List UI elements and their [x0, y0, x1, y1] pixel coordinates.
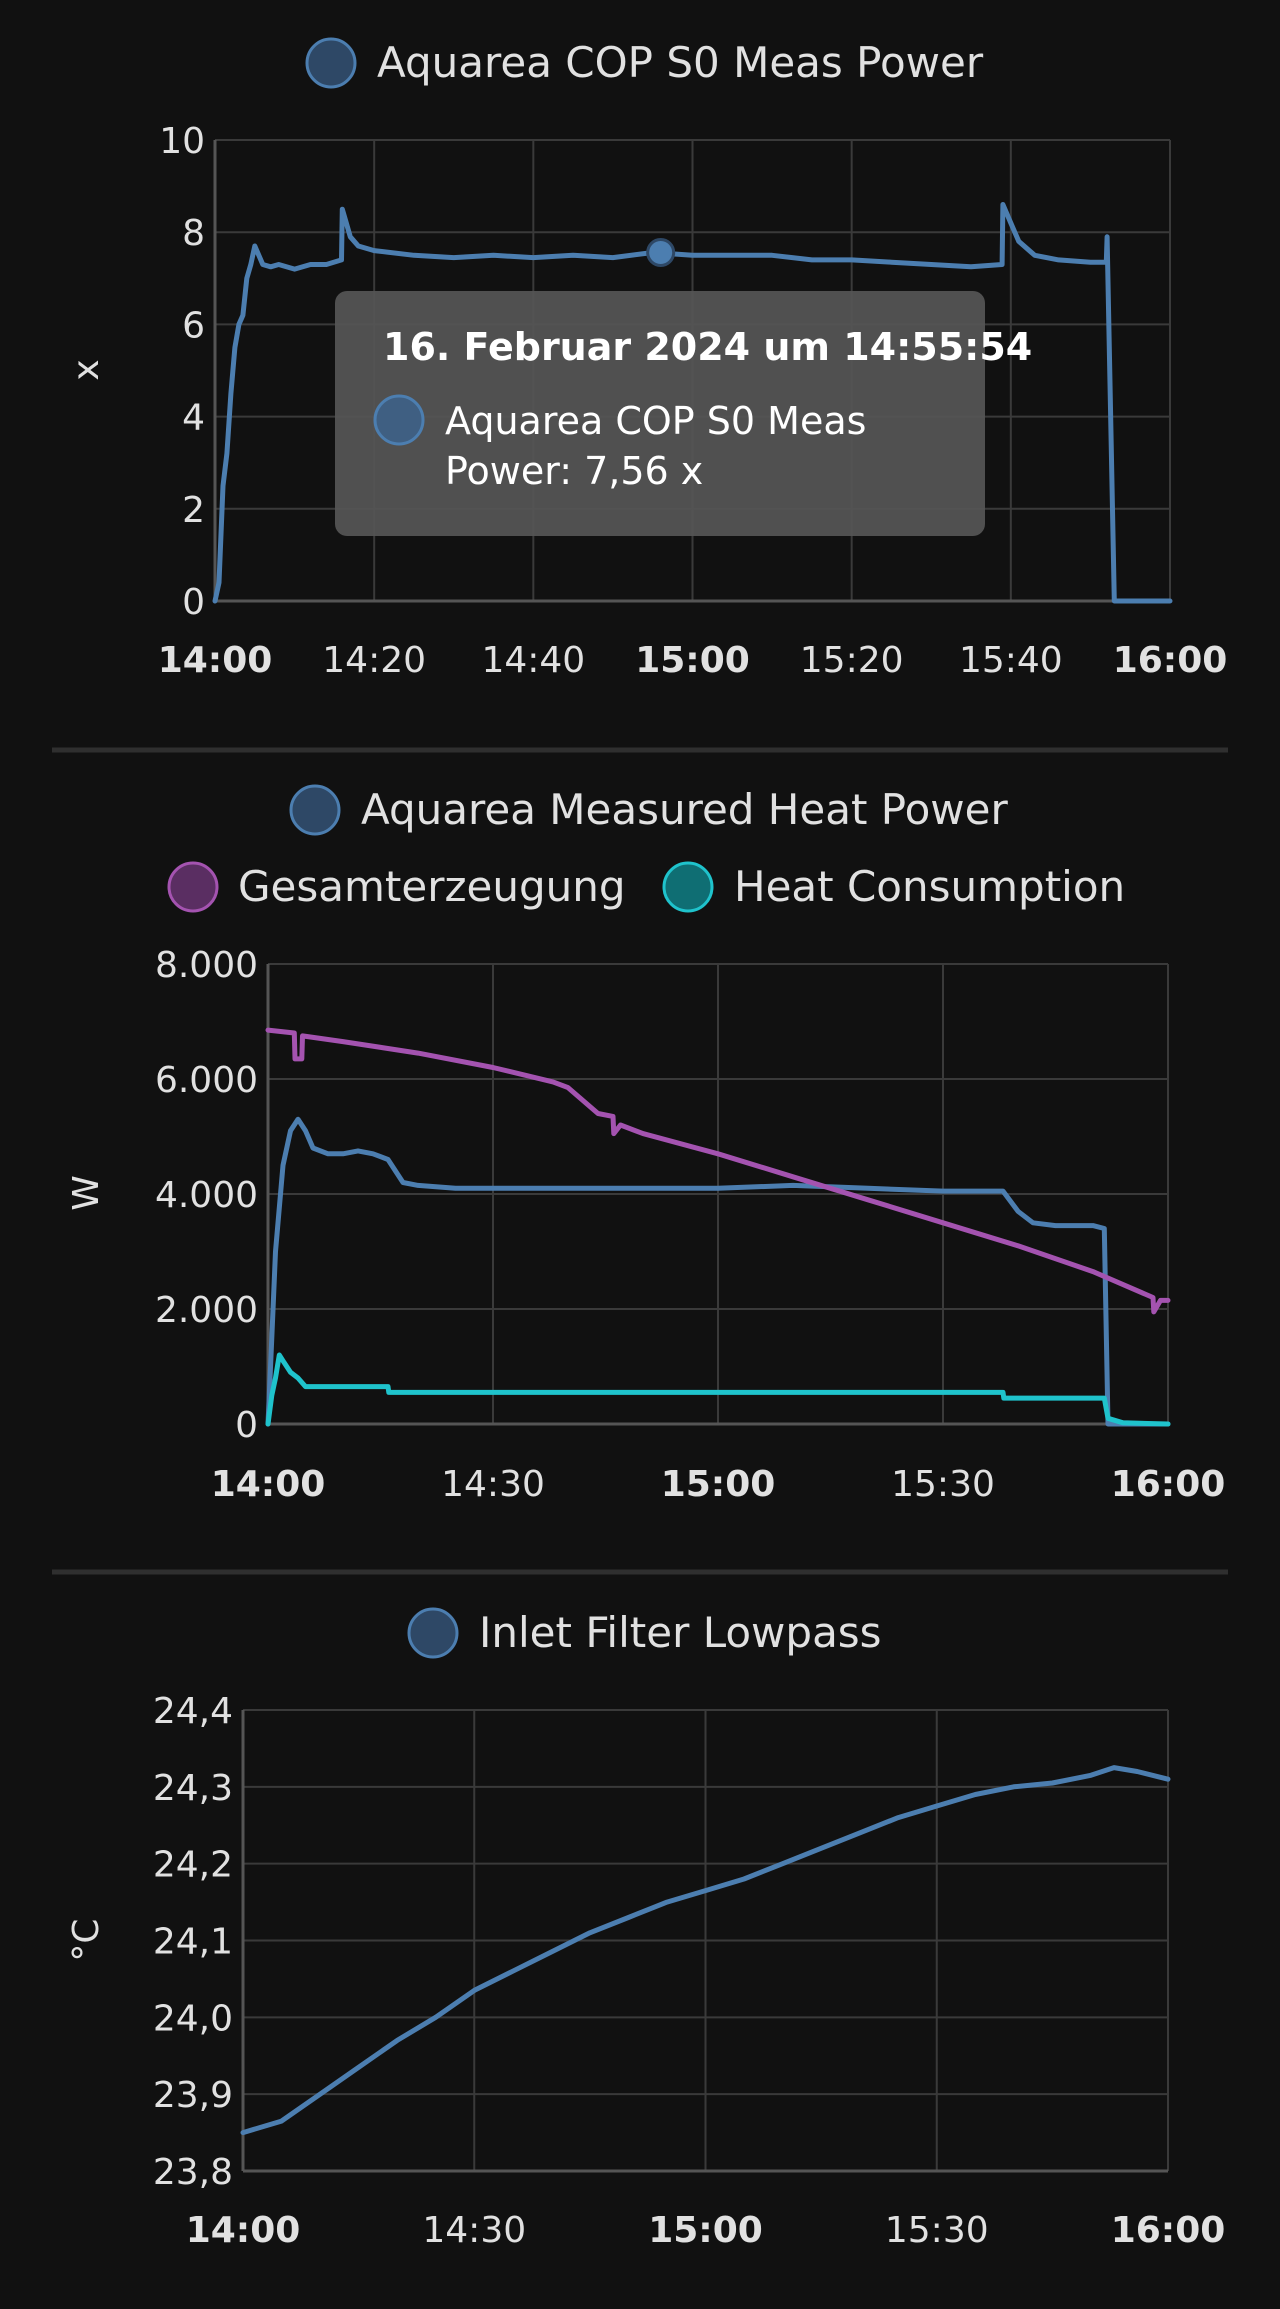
y-tick-label: 23,8	[153, 2152, 233, 2193]
legend-item-heat-consumption[interactable]: Heat Consumption	[662, 861, 1125, 913]
y-tick-label: 0	[182, 582, 205, 623]
series-line-inlet-filter-lowpass[interactable]	[240, 1765, 1171, 2136]
y-tick-label: 24,2	[153, 1845, 233, 1886]
tooltip-swatch	[373, 394, 425, 446]
x-tick-label: 14:30	[422, 2210, 526, 2251]
y-axis-label: °C	[66, 1918, 107, 1961]
y-tick-label: 23,9	[153, 2075, 233, 2116]
chart-inlet-filter: Inlet Filter Lowpass °C 23,8 23,9 24,0 24,1…	[66, 1607, 1225, 2251]
tooltip-box	[335, 291, 985, 536]
tooltip-line-1: Aquarea COP S0 Meas	[445, 399, 866, 443]
y-tick-label: 2	[182, 490, 205, 531]
y-tick-label: 8.000	[155, 945, 258, 986]
x-tick-label: 15:30	[885, 2210, 989, 2251]
x-tick-label: 15:40	[959, 640, 1063, 681]
legend-swatch-heat-consumption	[662, 861, 714, 913]
legend-item-inlet-filter[interactable]: Inlet Filter Lowpass	[407, 1607, 882, 1659]
x-tick-label: 14:40	[481, 640, 585, 681]
legend-swatch-gesamterzeugung	[167, 861, 219, 913]
plot-area-heat-power[interactable]: 0 2.000 4.000 6.000 8.000 14:00 14:30 15:00 15:3…	[155, 945, 1225, 1505]
y-tick-label: 24,1	[153, 1922, 233, 1963]
chart-heat-power: Aquarea Measured Heat Power Gesamterzeug…	[66, 784, 1225, 1505]
legend-swatch-measured-heat-power	[289, 784, 341, 836]
legend-label-cop: Aquarea COP S0 Meas Power	[377, 38, 984, 87]
legend-label-inlet-filter: Inlet Filter Lowpass	[479, 1608, 882, 1657]
y-axis-label: W	[66, 1175, 107, 1211]
y-tick-label: 0	[235, 1405, 258, 1446]
x-tick-label: 16:00	[1111, 2210, 1226, 2251]
legend-label-measured-heat-power: Aquarea Measured Heat Power	[361, 785, 1008, 834]
y-axis-label: x	[66, 359, 107, 380]
tooltip-title: 16. Februar 2024 um 14:55:54	[383, 325, 1032, 369]
y-tick-label: 24,3	[153, 1768, 233, 1809]
series-line-heat-consumption[interactable]	[265, 1352, 1171, 1427]
x-tick-label: 15:00	[635, 640, 750, 681]
legend-item-measured-heat-power[interactable]: Aquarea Measured Heat Power	[289, 784, 1008, 836]
x-tick-label: 14:00	[158, 640, 273, 681]
legend-item-cop[interactable]: Aquarea COP S0 Meas Power	[305, 37, 984, 89]
y-tick-label: 8	[182, 213, 205, 254]
x-tick-label: 15:30	[891, 1464, 995, 1505]
x-tick-label: 15:00	[661, 1464, 776, 1505]
y-tick-label: 24,4	[153, 1691, 233, 1732]
plot-area-inlet-filter[interactable]: 23,8 23,9 24,0 24,1 24,2 24,3 24,4 14:00 14:30 15…	[153, 1691, 1225, 2251]
y-tick-label: 2.000	[155, 1290, 258, 1331]
y-tick-label: 4	[182, 398, 205, 439]
legend-swatch-cop	[305, 37, 357, 89]
series-line-aquarea-measured-heat-power[interactable]	[265, 1116, 1171, 1427]
x-tick-label: 16:00	[1113, 640, 1228, 681]
x-tick-label: 14:30	[441, 1464, 545, 1505]
legend-swatch-inlet-filter	[407, 1607, 459, 1659]
plot-area-cop[interactable]: 0 2 4 6 8 10 14:00 14:20 14:40 15:00 15:20 15:40 16:…	[158, 121, 1228, 681]
hover-point-marker	[646, 237, 676, 267]
y-tick-label: 10	[159, 121, 205, 162]
y-tick-label: 6	[182, 305, 205, 346]
tooltip: 16. Februar 2024 um 14:55:54 Aquarea COP…	[335, 291, 1032, 536]
x-tick-label: 14:20	[322, 640, 426, 681]
x-tick-label: 16:00	[1111, 1464, 1226, 1505]
y-tick-label: 6.000	[155, 1060, 258, 1101]
series-line-aquarea-cop-s0-meas-power[interactable]	[212, 202, 1173, 604]
x-tick-label: 15:20	[800, 640, 904, 681]
legend-item-gesamterzeugung[interactable]: Gesamterzeugung	[167, 861, 626, 913]
y-tick-label: 4.000	[155, 1175, 258, 1216]
x-tick-label: 15:00	[648, 2210, 763, 2251]
legend-label-heat-consumption: Heat Consumption	[734, 862, 1125, 911]
x-tick-label: 14:00	[211, 1464, 326, 1505]
x-tick-label: 14:00	[186, 2210, 301, 2251]
legend-label-gesamterzeugung: Gesamterzeugung	[238, 862, 626, 911]
chart-cop: Aquarea COP S0 Meas Power x 0 2 4 6 8 10 14:00…	[66, 37, 1228, 681]
y-tick-label: 24,0	[153, 1998, 233, 2039]
series-line-gesamterzeugung[interactable]	[265, 1027, 1171, 1315]
tooltip-line-2: Power: 7,56 x	[445, 449, 703, 493]
